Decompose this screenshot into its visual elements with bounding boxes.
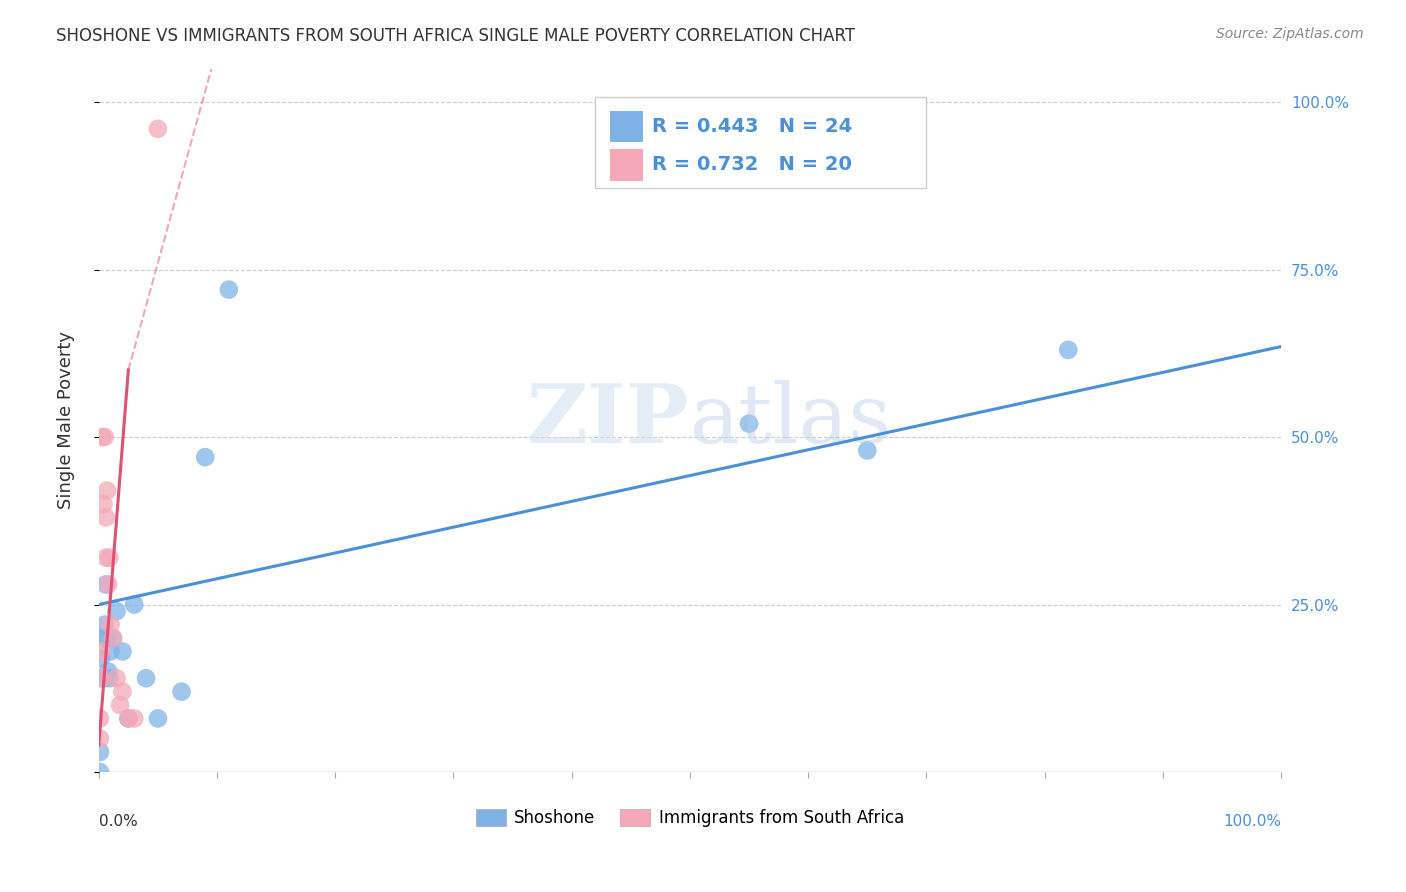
Y-axis label: Single Male Poverty: Single Male Poverty — [58, 331, 75, 509]
Point — [91, 430, 114, 444]
Point — [122, 598, 145, 612]
Point — [146, 121, 169, 136]
Point — [93, 671, 115, 685]
Point — [89, 711, 111, 725]
Text: ZIP: ZIP — [527, 380, 690, 460]
Point — [94, 550, 117, 565]
Point — [93, 497, 115, 511]
Point — [91, 631, 114, 645]
Text: Source: ZipAtlas.com: Source: ZipAtlas.com — [1216, 27, 1364, 41]
Text: SHOSHONE VS IMMIGRANTS FROM SOUTH AFRICA SINGLE MALE POVERTY CORRELATION CHART: SHOSHONE VS IMMIGRANTS FROM SOUTH AFRICA… — [56, 27, 855, 45]
Point — [94, 577, 117, 591]
Text: R = 0.732   N = 20: R = 0.732 N = 20 — [652, 155, 852, 175]
Point — [98, 550, 121, 565]
Point — [90, 671, 112, 685]
Point — [89, 731, 111, 746]
Point — [108, 698, 131, 712]
Point — [101, 631, 124, 645]
Point — [218, 283, 240, 297]
Text: 100.0%: 100.0% — [1223, 814, 1281, 830]
Point — [100, 617, 122, 632]
Point — [135, 671, 157, 685]
Point — [738, 417, 761, 431]
Point — [93, 430, 115, 444]
Point — [98, 671, 121, 685]
Point — [101, 631, 124, 645]
Point — [96, 483, 118, 498]
Point — [89, 745, 111, 759]
Point — [93, 617, 115, 632]
Point — [111, 644, 134, 658]
Text: atlas: atlas — [690, 380, 891, 460]
Point — [856, 443, 879, 458]
Point — [89, 765, 111, 780]
Point — [97, 665, 120, 679]
Point — [170, 684, 193, 698]
Legend: Shoshone, Immigrants from South Africa: Shoshone, Immigrants from South Africa — [470, 803, 911, 834]
Point — [105, 604, 128, 618]
Text: R = 0.443   N = 24: R = 0.443 N = 24 — [652, 117, 852, 136]
Bar — [610, 111, 643, 143]
Point — [94, 510, 117, 524]
Point — [105, 671, 128, 685]
Point — [117, 711, 139, 725]
Point — [117, 711, 139, 725]
Point — [146, 711, 169, 725]
Point — [90, 651, 112, 665]
FancyBboxPatch shape — [595, 96, 927, 188]
Point — [96, 631, 118, 645]
Point — [122, 711, 145, 725]
Point — [97, 577, 120, 591]
Bar — [610, 150, 643, 181]
Text: 0.0%: 0.0% — [98, 814, 138, 830]
Point — [194, 450, 217, 464]
Point — [1057, 343, 1080, 357]
Point — [90, 644, 112, 658]
Point — [111, 684, 134, 698]
Point — [100, 644, 122, 658]
